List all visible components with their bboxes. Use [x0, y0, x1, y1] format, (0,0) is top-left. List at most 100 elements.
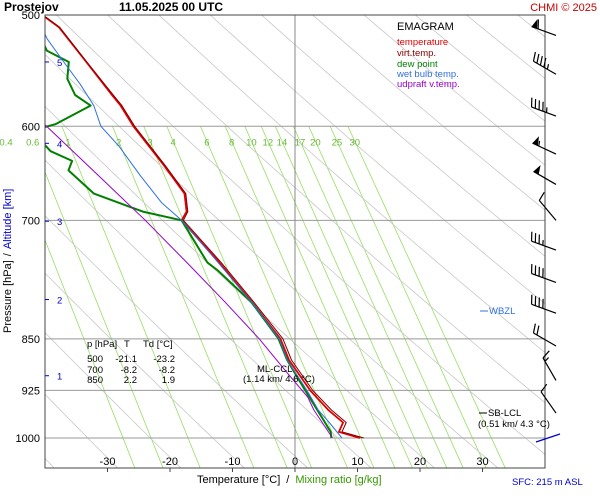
dry-adiabat	[55, 15, 545, 455]
sounding-table: p [hPa] T Td [°C] 500 -21.1 -23.2 700 -8…	[87, 339, 175, 386]
mixing-ratio-label: 10	[246, 137, 257, 148]
altitude-tick-labels: 1 2 3 4 5	[45, 58, 62, 383]
table-header-td: Td [°C]	[143, 339, 173, 350]
mixing-ratio-line	[347, 126, 506, 468]
dry-adiabat	[209, 15, 545, 305]
table-cell: 500	[87, 354, 103, 365]
wind-barb	[530, 264, 557, 284]
temperature-tick-label: -30	[100, 456, 116, 468]
table-cell: 2.2	[124, 375, 137, 386]
mixing-ratio-line	[200, 126, 348, 468]
wind-barb-feather	[536, 53, 540, 64]
pressure-tick-labels: 500 600 700 850 925 1000	[16, 10, 40, 445]
table-header-p: p [hPa]	[87, 339, 117, 350]
table-cell: 1.9	[162, 375, 175, 386]
wind-barb-feather	[539, 55, 543, 66]
wind-barb	[530, 97, 557, 117]
wind-barb	[540, 383, 557, 414]
wind-barb	[532, 51, 557, 75]
ml-ccl-value: (1.14 km/ 4.6 °C)	[243, 374, 315, 385]
table-cell: -8.2	[121, 365, 137, 376]
mixing-ratio-line	[45, 238, 136, 468]
wind-barb-shaft	[531, 303, 557, 314]
dry-adiabat	[260, 15, 545, 257]
legend-wet-bulb: wet bulb temp.	[396, 69, 459, 80]
wind-barb-half-feather	[544, 357, 550, 362]
legend-virtual-temperature: virt.temp.	[397, 48, 436, 59]
y-axis-label: Pressure [hPa]/Altitude [km]	[2, 189, 14, 333]
dry-adiabat	[45, 105, 435, 468]
wind-barb-shaft	[533, 332, 557, 347]
legend-dew-point: dew point	[397, 59, 438, 70]
table-cell: -23.2	[153, 354, 175, 365]
mixing-ratio-label: 30	[349, 137, 360, 148]
wind-barb-shaft	[532, 142, 557, 155]
temperature-tick-label: 0	[292, 456, 298, 468]
mixing-ratio-label: 8	[229, 137, 234, 148]
table-cell: 850	[87, 375, 103, 386]
mixing-ratio-label: 3	[147, 137, 152, 148]
table-cell: -8.2	[159, 365, 175, 376]
pressure-tick-label: 600	[22, 121, 40, 133]
altitude-tick-label: 1	[57, 372, 62, 383]
mixing-ratio-label: 14	[277, 137, 288, 148]
wind-barb-half-feather	[538, 140, 541, 147]
series-virt-temp	[45, 15, 364, 439]
wind-barb-feather	[532, 323, 536, 334]
wind-barb	[531, 19, 557, 36]
legend-title: EMAGRAM	[397, 21, 454, 33]
ml-ccl-annotation: ML-CCL (1.14 km/ 4.6 °C)	[243, 364, 315, 385]
dry-adiabat	[158, 15, 545, 354]
wind-barb-shaft	[531, 272, 557, 284]
table-cell: 700	[87, 365, 103, 376]
legend-temperature: temperature	[397, 37, 448, 48]
surface-elevation: SFC: 215 m ASL	[512, 477, 583, 488]
wind-barb	[532, 323, 557, 347]
wind-barbs	[530, 19, 561, 443]
wind-barb-feather	[532, 51, 536, 62]
copyright: CHMI © 2025	[530, 2, 597, 14]
surface-wind-barb	[535, 433, 561, 443]
temperature-tick-label: -10	[225, 456, 241, 468]
dry-adiabat	[107, 15, 545, 404]
mixing-ratio-label: 1	[65, 137, 70, 148]
dry-adiabat	[45, 215, 308, 468]
wind-barb-pennant	[533, 165, 541, 175]
station-name: Prostejov	[4, 0, 59, 14]
wind-barb-half-feather	[546, 64, 550, 70]
mixing-ratio-label: 0.4	[0, 137, 13, 148]
mixing-ratio-line	[224, 126, 375, 468]
mixing-ratio-line	[274, 126, 428, 468]
series-wet-bulb-temp	[45, 33, 343, 439]
dry-adiabat	[414, 15, 545, 122]
dry-adiabats	[45, 15, 545, 468]
pressure-tick-label: 700	[22, 215, 40, 227]
temperature-tick-label: 10	[351, 456, 363, 468]
wind-barb-feather	[536, 325, 540, 336]
wbzl-label: WBZL	[489, 306, 515, 317]
mixing-ratio-label: 17	[295, 137, 306, 148]
mixing-ratio-line	[292, 126, 448, 468]
altitude-tick-label: 4	[57, 139, 62, 150]
wind-barb-shaft	[538, 200, 557, 221]
altitude-tick-label: 3	[57, 217, 62, 228]
pressure-tick-label: 1000	[16, 433, 40, 445]
wind-barb-feather	[542, 350, 550, 359]
legend-updraft-vtemp: udpraft v.temp.	[397, 79, 460, 90]
legend: EMAGRAM temperature virt.temp. dew point…	[396, 21, 460, 90]
mixing-ratio-line	[260, 126, 413, 468]
wind-barb	[532, 136, 557, 155]
dry-adiabat	[45, 159, 372, 468]
altitude-tick-label: 2	[57, 296, 62, 307]
altitude-tick-label: 5	[57, 58, 62, 69]
temperature-tick-label: -20	[162, 456, 178, 468]
mixing-ratio-labels: 0.4 0.6 1 2 3 4 6 8 10 12 14 17 20 25 30	[0, 137, 360, 148]
mixing-ratio-line	[308, 126, 464, 468]
table-cell: -21.1	[115, 354, 137, 365]
mixing-ratio-line	[166, 126, 312, 468]
mixing-ratio-line	[329, 126, 487, 468]
mixing-ratio-label: 12	[263, 137, 274, 148]
wind-barb-shaft	[542, 357, 557, 381]
pressure-tick-label: 925	[22, 385, 40, 397]
sb-lcl-label: SB-LCL	[488, 408, 521, 419]
